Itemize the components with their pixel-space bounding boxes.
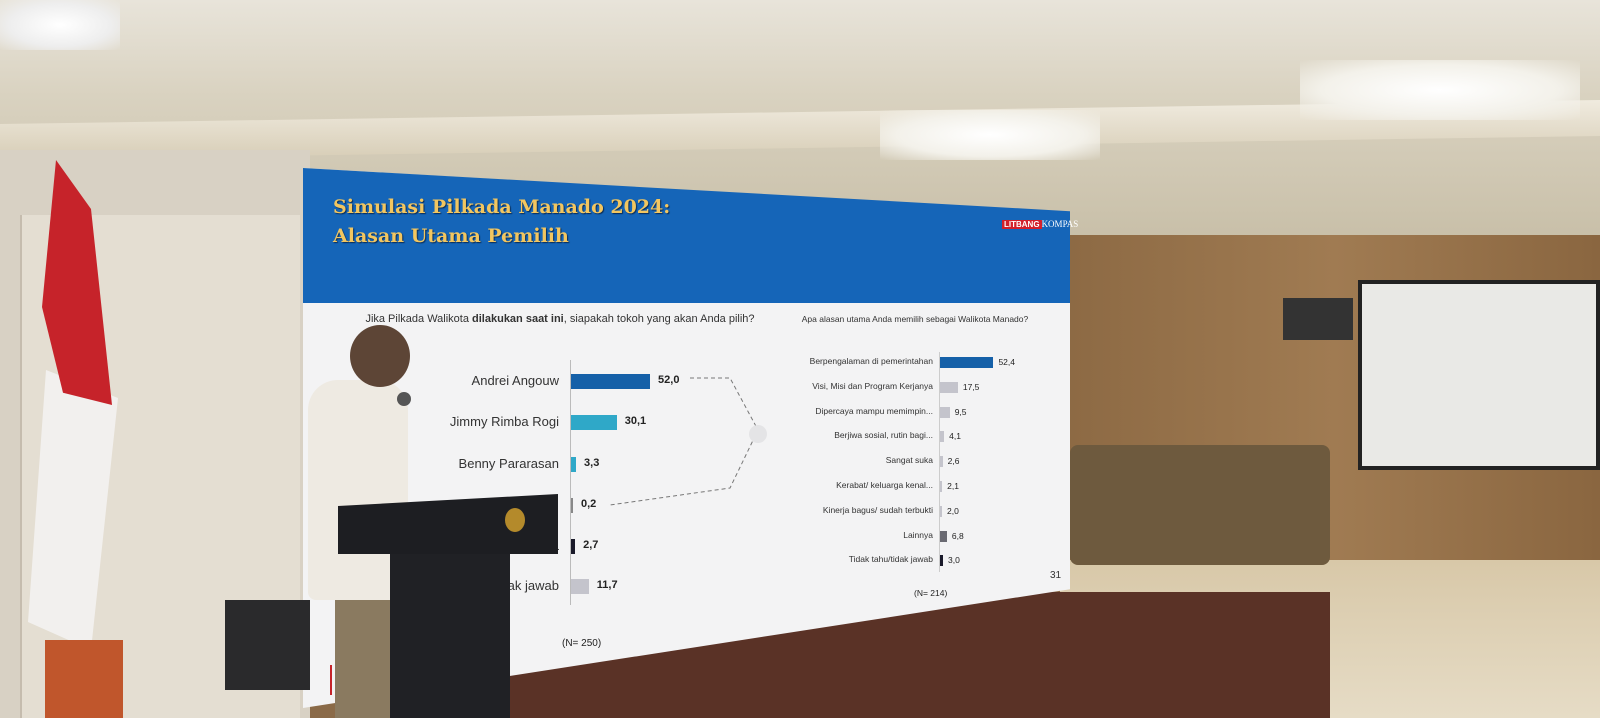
chart2-bar	[940, 456, 943, 468]
chart2-value-label: 9,5	[954, 406, 967, 417]
chart2-value-label: 2,0	[947, 505, 959, 516]
chart1-bar	[571, 457, 577, 472]
podium-emblem	[505, 508, 525, 532]
chart2-bar	[940, 481, 943, 492]
ceiling-light	[1300, 60, 1580, 120]
chart2-value-label: 17,5	[962, 381, 980, 392]
chart2-category-label: Visi, Misi dan Program Kerjanya	[812, 380, 933, 391]
footer-accent	[330, 665, 332, 695]
microphone	[397, 392, 411, 406]
chart1-value-label: 3,3	[584, 457, 600, 469]
chart2-bar	[940, 431, 945, 443]
page-number: 31	[1050, 570, 1062, 581]
podium	[390, 550, 510, 718]
chart2-value-label: 52,4	[998, 357, 1015, 367]
chart2-category-label: Dipercaya mampu memimpin...	[815, 405, 933, 416]
chart2-category-label: Berjiwa sosial, rutin bagi...	[834, 430, 933, 441]
chart1-value-label: 30,1	[624, 415, 647, 427]
chart2-category-label: Kerabat/ keluarga kenal...	[836, 480, 933, 490]
chart2-bar	[940, 406, 950, 418]
slide-title-line1: Simulasi Pilkada Manado 2024:	[333, 196, 671, 218]
chart1-axis	[570, 360, 571, 605]
chart1-note: (N= 250)	[562, 638, 602, 649]
chart2-value-label: 2,1	[947, 481, 959, 491]
chart1-value-label: 2,7	[583, 539, 599, 551]
chart2-value-label: 6,8	[951, 530, 964, 541]
chart1-bar	[571, 374, 651, 389]
chart1-question: Jika Pilkada Walikota dilakukan saat ini…	[365, 313, 755, 325]
chart2-value-label: 4,1	[949, 431, 961, 442]
chart2-note: (N= 214)	[914, 588, 948, 598]
chart1-bar	[571, 415, 617, 430]
ceiling-light	[0, 0, 120, 50]
loudspeaker	[1283, 298, 1353, 340]
chart2-bar	[940, 381, 958, 393]
chart1-category-label: Jimmy Rimba Rogi	[449, 414, 559, 429]
chart1-value-label: 52,0	[658, 374, 680, 386]
speaker-head	[350, 325, 410, 387]
chart1-bar	[571, 579, 589, 594]
ceiling-light	[880, 110, 1100, 160]
chart2-bar	[940, 555, 944, 567]
connector-lines	[609, 377, 767, 506]
chart2-category-label: Tidak tahu/tidak jawab	[848, 554, 933, 565]
chart2-category-label: Lainnya	[903, 529, 933, 540]
sofa	[1070, 445, 1330, 565]
chart2-bar	[940, 357, 994, 368]
chart1-category-label: dak jawab	[500, 578, 559, 593]
chart2-category-label: Sangat suka	[885, 455, 933, 466]
speaker-legs	[335, 595, 395, 718]
chart2-question: Apa alasan utama Anda memilih sebagai Wa…	[801, 314, 1029, 324]
chart2-value-label: 3,0	[948, 555, 960, 566]
chart2-category-label: Kinerja bagus/ sudah terbukti	[822, 504, 933, 515]
chart2-axis	[939, 352, 940, 572]
logo: LITBANG KOMPAS	[1002, 219, 1079, 229]
chart2-bar	[940, 530, 947, 542]
flag-stand	[45, 640, 123, 718]
audio-equipment	[225, 600, 310, 690]
chart2-bar	[940, 505, 943, 517]
chart1-value-label: 0,2	[581, 498, 597, 510]
chart2-value-label: 2,6	[947, 456, 960, 467]
slide-title-line2: Alasan Utama Pemilih	[333, 225, 569, 247]
chart1-bar	[571, 498, 573, 513]
projector-screen	[1358, 280, 1600, 470]
chart1-category-label: Andrei Angouw	[471, 373, 559, 388]
chart1-category-label: Benny Pararasan	[458, 456, 559, 471]
chart2-category-label: Berpengalaman di pemerintahan	[809, 356, 933, 366]
chart1-value-label: 11,7	[596, 579, 618, 591]
chart1-bar	[571, 539, 576, 554]
